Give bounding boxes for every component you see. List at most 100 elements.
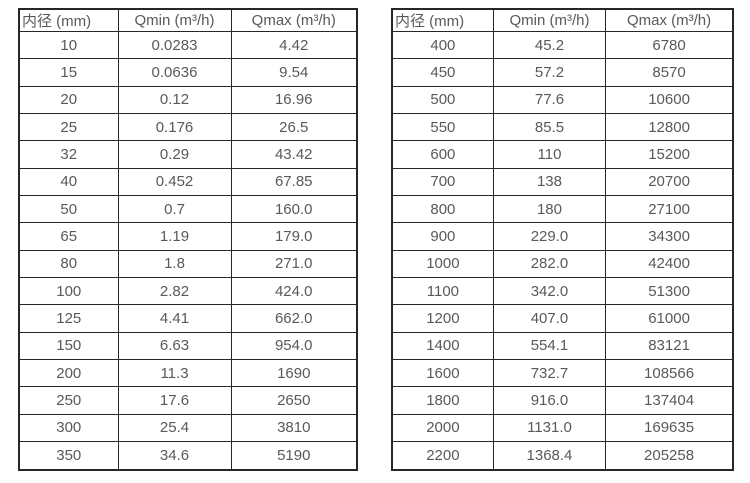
table-cell-qmin: 1368.4 (492, 441, 607, 471)
table-cell-qmin: 11.3 (117, 359, 232, 388)
flow-table-large-diameters: 内径 (mm) Qmin (m³/h) Qmax (m³/h) 400 45.2 6780… (391, 8, 734, 471)
table-row: 15 0.0636 9.54 (18, 58, 358, 87)
header-cell-qmin: Qmin (m³/h) (492, 8, 607, 32)
table-cell-qmin: 0.0636 (117, 58, 232, 87)
header-cell-qmax: Qmax (m³/h) (230, 8, 358, 32)
table-cell-qmin: 0.7 (117, 195, 232, 224)
table-cell-diameter: 25 (18, 113, 119, 142)
table-row: 10 0.0283 4.42 (18, 30, 358, 60)
table-row: 900 229.0 34300 (391, 222, 734, 251)
table-cell-qmax: 8570 (605, 58, 734, 87)
table-row: 1400 554.1 83121 (391, 331, 734, 361)
table-cell-qmax: 6780 (605, 30, 734, 60)
table-cell-diameter: 2200 (391, 441, 494, 471)
table-row: 400 45.2 6780 (391, 30, 734, 60)
table-cell-qmin: 34.6 (117, 441, 232, 471)
table-row: 1000 282.0 42400 (391, 249, 734, 279)
table-cell-qmax: 20700 (605, 167, 734, 197)
table-cell-qmax: 179.0 (230, 222, 358, 251)
table-cell-diameter: 700 (391, 167, 494, 197)
table-row: 1100 342.0 51300 (391, 277, 734, 306)
table-cell-qmin: 1.8 (117, 249, 232, 279)
table-cell-diameter: 125 (18, 304, 119, 333)
table-row: 50 0.7 160.0 (18, 195, 358, 224)
table-cell-qmin: 554.1 (492, 331, 607, 361)
table-cell-qmin: 77.6 (492, 85, 607, 115)
table-row: 1800 916.0 137404 (391, 386, 734, 415)
table-cell-diameter: 1400 (391, 331, 494, 361)
table-cell-diameter: 1000 (391, 249, 494, 279)
table-cell-diameter: 2000 (391, 413, 494, 443)
table-cell-qmax: 205258 (605, 441, 734, 471)
table-cell-qmin: 0.176 (117, 113, 232, 142)
table-cell-diameter: 800 (391, 195, 494, 224)
table-cell-diameter: 200 (18, 359, 119, 388)
table-cell-diameter: 1200 (391, 304, 494, 333)
table-cell-diameter: 500 (391, 85, 494, 115)
table-cell-diameter: 400 (391, 30, 494, 60)
table-row: 32 0.29 43.42 (18, 140, 358, 169)
header-row: 内径 (mm) Qmin (m³/h) Qmax (m³/h) (391, 8, 734, 32)
table-cell-qmax: 160.0 (230, 195, 358, 224)
table-cell-diameter: 50 (18, 195, 119, 224)
table-cell-qmax: 137404 (605, 386, 734, 415)
table-cell-qmax: 2650 (230, 386, 358, 415)
table-cell-diameter: 300 (18, 413, 119, 443)
table-cell-qmax: 9.54 (230, 58, 358, 87)
table-cell-qmax: 4.42 (230, 30, 358, 60)
table-row: 550 85.5 12800 (391, 113, 734, 142)
table-cell-qmin: 85.5 (492, 113, 607, 142)
table-row: 1600 732.7 108566 (391, 359, 734, 388)
table-cell-diameter: 1600 (391, 359, 494, 388)
table-cell-qmin: 0.452 (117, 167, 232, 197)
table-cell-qmin: 1.19 (117, 222, 232, 251)
table-cell-diameter: 32 (18, 140, 119, 169)
table-row: 300 25.4 3810 (18, 413, 358, 443)
table-row: 500 77.6 10600 (391, 85, 734, 115)
table-row: 65 1.19 179.0 (18, 222, 358, 251)
table-row: 20 0.12 16.96 (18, 85, 358, 115)
table-cell-qmax: 3810 (230, 413, 358, 443)
table-cell-qmax: 5190 (230, 441, 358, 471)
table-cell-qmin: 110 (492, 140, 607, 169)
table-cell-qmin: 282.0 (492, 249, 607, 279)
table-row: 125 4.41 662.0 (18, 304, 358, 333)
table-cell-qmin: 0.12 (117, 85, 232, 115)
table-row: 25 0.176 26.5 (18, 113, 358, 142)
flow-table-small-diameters: 内径 (mm) Qmin (m³/h) Qmax (m³/h) 10 0.0283 4.4… (18, 8, 358, 471)
table-cell-diameter: 350 (18, 441, 119, 471)
table-cell-qmax: 954.0 (230, 331, 358, 361)
table-cell-qmax: 43.42 (230, 140, 358, 169)
table-cell-qmax: 12800 (605, 113, 734, 142)
table-cell-qmin: 2.82 (117, 277, 232, 306)
table-cell-qmin: 0.29 (117, 140, 232, 169)
table-row: 200 11.3 1690 (18, 359, 358, 388)
table-cell-diameter: 1100 (391, 277, 494, 306)
table-cell-qmax: 26.5 (230, 113, 358, 142)
table-row: 250 17.6 2650 (18, 386, 358, 415)
table-cell-qmin: 407.0 (492, 304, 607, 333)
table-cell-qmax: 51300 (605, 277, 734, 306)
table-row: 2000 1131.0 169635 (391, 413, 734, 443)
table-cell-diameter: 65 (18, 222, 119, 251)
table-cell-qmin: 4.41 (117, 304, 232, 333)
table-row: 350 34.6 5190 (18, 441, 358, 471)
table-row: 100 2.82 424.0 (18, 277, 358, 306)
table-cell-qmax: 27100 (605, 195, 734, 224)
header-cell-diameter: 内径 (mm) (391, 8, 494, 32)
table-cell-diameter: 450 (391, 58, 494, 87)
table-cell-qmin: 17.6 (117, 386, 232, 415)
table-row: 1200 407.0 61000 (391, 304, 734, 333)
table-cell-qmin: 6.63 (117, 331, 232, 361)
table-cell-diameter: 250 (18, 386, 119, 415)
table-cell-diameter: 20 (18, 85, 119, 115)
table-row: 150 6.63 954.0 (18, 331, 358, 361)
table-cell-qmin: 342.0 (492, 277, 607, 306)
table-cell-qmax: 16.96 (230, 85, 358, 115)
table-cell-qmin: 916.0 (492, 386, 607, 415)
table-row: 2200 1368.4 205258 (391, 441, 734, 471)
table-cell-qmax: 662.0 (230, 304, 358, 333)
table-row: 700 138 20700 (391, 167, 734, 197)
table-cell-qmax: 169635 (605, 413, 734, 443)
